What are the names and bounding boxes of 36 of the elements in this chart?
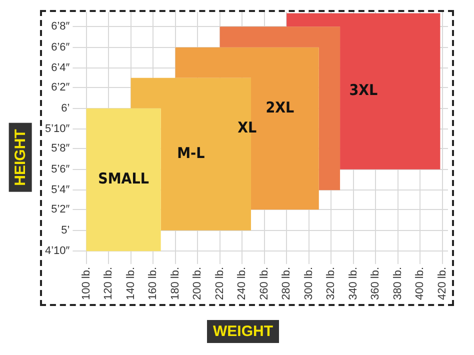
x-tick-label: 340 lb.	[347, 266, 360, 300]
x-tick-label: 240 lb.	[236, 266, 248, 300]
x-tick-label: 380 lb.	[392, 266, 404, 300]
x-tick-label: 280 lb.	[280, 266, 293, 300]
x-tick-label: 180 lb.	[169, 266, 182, 300]
y-tick-label: 6’8″	[51, 20, 70, 33]
y-tick-label: 4’10″	[44, 245, 70, 258]
y-tick-label: 5’10″	[44, 123, 70, 136]
x-tick-label: 200 lb.	[192, 266, 204, 300]
y-tick-label: 5’6″	[51, 163, 70, 176]
series-label: SMALL	[98, 170, 150, 188]
x-tick-label: 320 lb.	[325, 266, 338, 300]
x-axis-title: WEIGHT	[207, 320, 279, 343]
x-tick-label: 420 lb.	[436, 266, 448, 300]
y-tick-label: 6’	[61, 102, 70, 114]
x-tick-label: 100 lb.	[80, 266, 92, 300]
x-tick-label: 220 lb.	[214, 266, 226, 300]
y-tick-label: 6’6″	[51, 41, 70, 54]
x-tick-label: 260 lb.	[258, 266, 270, 300]
y-tick-label: 6’2″	[51, 82, 70, 94]
x-tick-label: 160 lb.	[147, 266, 160, 300]
x-tick-label: 400 lb.	[414, 266, 426, 300]
series-label: 2XL	[266, 98, 295, 116]
y-tick-label: 5’4″	[51, 184, 70, 196]
x-tick-label: 300 lb.	[302, 266, 315, 300]
x-tick-label: 120 lb.	[102, 266, 115, 300]
y-axis-title: HEIGHT	[8, 123, 32, 192]
x-tick-label: 140 lb.	[124, 266, 137, 300]
series-label: M-L	[177, 144, 206, 162]
y-tick-label: 5’2″	[51, 204, 70, 216]
series-label: 3XL	[349, 81, 378, 100]
y-tick-label: 5’	[61, 224, 70, 236]
y-tick-label: 5’8″	[51, 142, 70, 155]
y-tick-label: 6’4″	[51, 62, 70, 74]
series-label: XL	[238, 118, 257, 136]
x-tick-label: 360 lb.	[370, 266, 382, 300]
